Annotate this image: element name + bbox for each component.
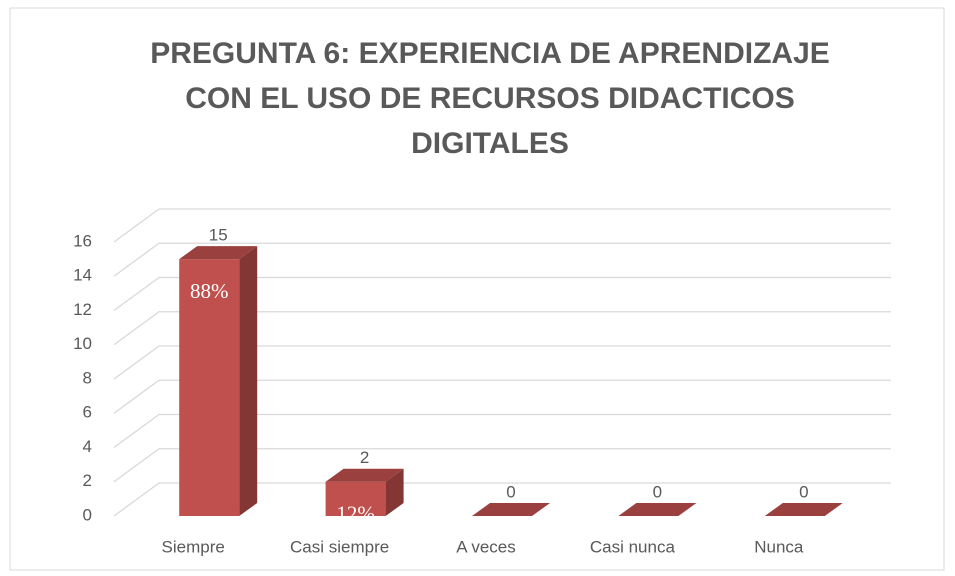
x-tick-label: Nunca <box>754 537 804 556</box>
value-label: 0 <box>653 482 662 501</box>
x-tick-label: Siempre <box>162 537 225 556</box>
bar-front <box>325 481 386 516</box>
bar <box>764 503 843 516</box>
bar-top <box>179 246 258 260</box>
bar <box>472 503 550 516</box>
grid-line <box>113 482 891 517</box>
chart-title: PREGUNTA 6: EXPERIENCIA DE APRENDIZAJE <box>150 37 830 70</box>
y-tick-label: 8 <box>83 368 92 387</box>
bar <box>618 503 697 516</box>
bar-top <box>472 503 550 516</box>
x-tick-label: Casi siempre <box>290 537 389 556</box>
grid-line <box>113 379 891 414</box>
chart-title: DIGITALES <box>411 127 569 160</box>
grid-line <box>113 413 891 449</box>
bar <box>179 246 258 516</box>
chart-frame <box>9 7 945 571</box>
value-label: 0 <box>506 482 515 501</box>
grid-line <box>113 345 891 380</box>
x-tick-label: A veces <box>456 537 516 556</box>
grid-line <box>113 311 891 346</box>
y-tick-label: 12 <box>73 300 92 319</box>
y-tick-label: 10 <box>73 334 92 353</box>
value-label: 15 <box>209 226 228 245</box>
percent-label: 12% <box>336 502 375 526</box>
bar-top <box>764 503 843 516</box>
y-tick-label: 2 <box>83 471 92 490</box>
bar-top <box>325 468 404 482</box>
percent-label: 88% <box>190 279 229 303</box>
bar-side <box>239 246 258 516</box>
y-tick-label: 16 <box>73 231 92 250</box>
value-label: 0 <box>799 482 808 501</box>
y-tick-label: 6 <box>83 403 92 422</box>
bar-front <box>179 259 240 516</box>
grid-line <box>113 276 891 312</box>
y-tick-label: 0 <box>83 505 92 524</box>
bar <box>325 468 404 516</box>
bar-side <box>385 468 404 516</box>
grid-line <box>113 242 891 277</box>
bar-top <box>618 503 697 516</box>
chart-title: CON EL USO DE RECURSOS DIDACTICOS <box>185 82 795 115</box>
grid-line <box>113 208 891 243</box>
x-tick-label: Casi nunca <box>590 537 676 556</box>
y-tick-label: 14 <box>73 266 92 285</box>
grid-line <box>113 448 891 483</box>
value-label: 2 <box>360 448 369 467</box>
y-tick-label: 4 <box>83 437 92 456</box>
